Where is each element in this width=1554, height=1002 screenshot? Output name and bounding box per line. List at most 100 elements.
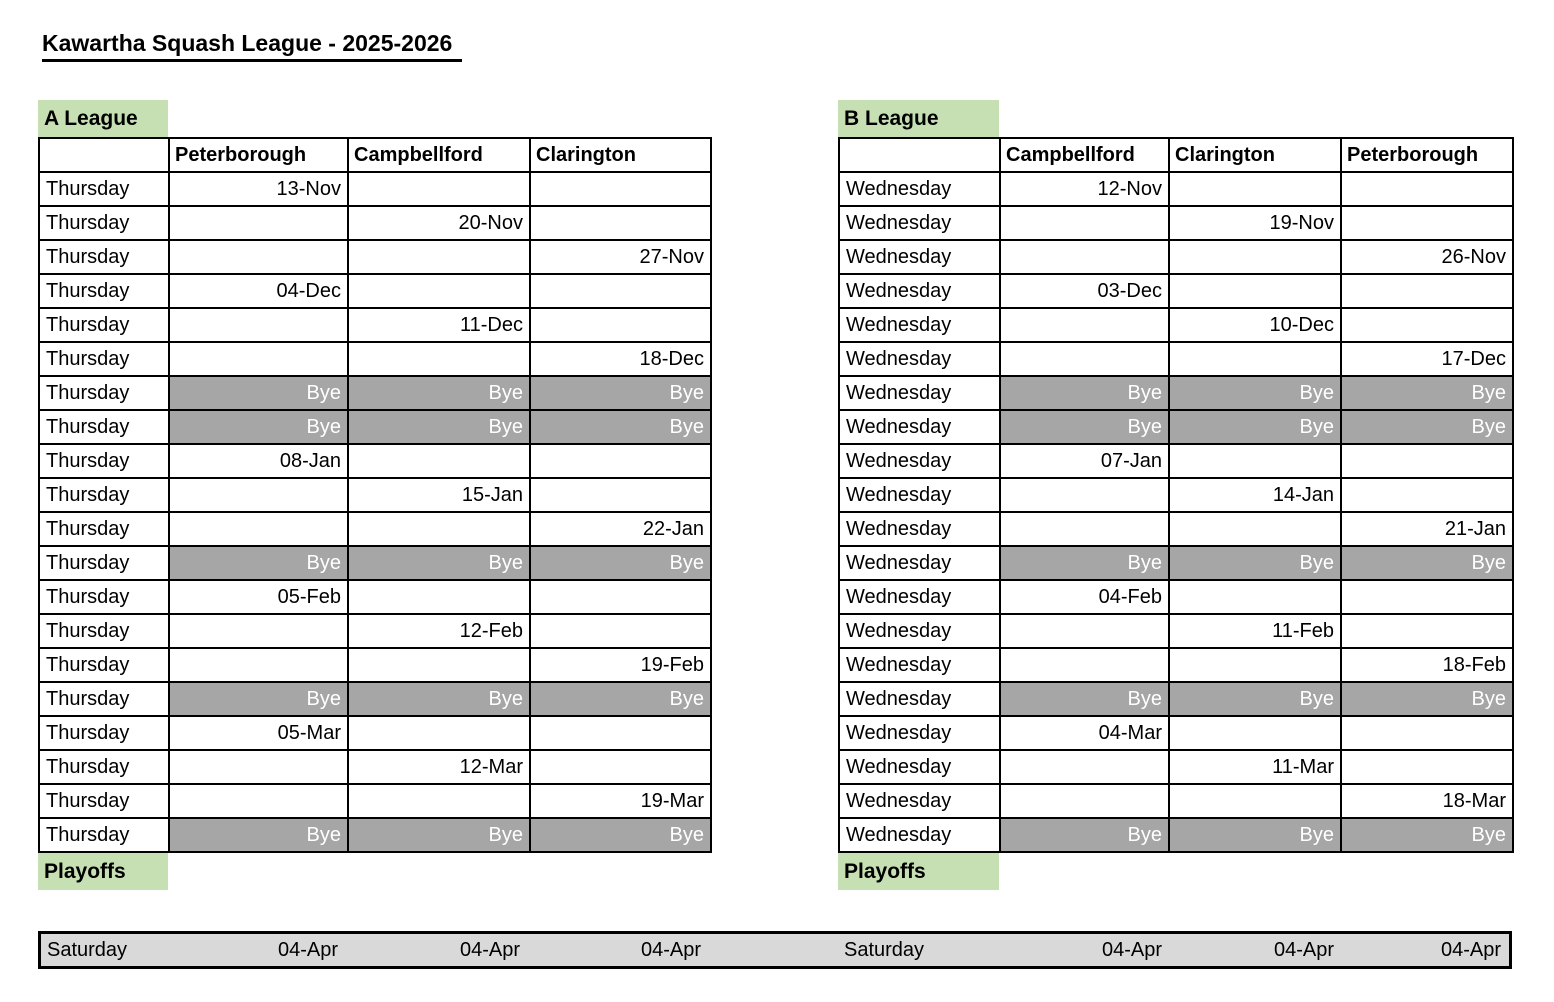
date-cell	[999, 783, 1170, 819]
date-cell	[1168, 579, 1342, 615]
bye-cell: Bye	[1168, 817, 1342, 853]
corner-cell	[838, 137, 1001, 173]
playoff-date-cell: 04-Apr	[1440, 939, 1501, 961]
day-cell: Thursday	[38, 375, 170, 411]
day-cell: Wednesday	[838, 681, 1001, 717]
table-row: Wednesday Bye Bye Bye	[838, 545, 1514, 581]
bye-cell: Bye	[1340, 409, 1514, 445]
table-row: Wednesday 18-Feb	[838, 647, 1514, 683]
date-cell	[168, 341, 349, 377]
table-row: Thursday 11-Dec	[38, 307, 712, 343]
date-cell	[347, 715, 531, 751]
day-cell: Wednesday	[838, 613, 1001, 649]
date-cell: 11-Mar	[1168, 749, 1342, 785]
date-cell	[1340, 477, 1514, 513]
table-row: Wednesday 21-Jan	[838, 511, 1514, 547]
playoff-date-cell: 04-Apr	[277, 939, 338, 961]
date-cell	[1168, 239, 1342, 275]
day-cell: Thursday	[38, 783, 170, 819]
playoffs-label: Playoffs	[38, 853, 168, 890]
date-cell	[168, 613, 349, 649]
day-cell: Thursday	[38, 443, 170, 479]
bye-cell: Bye	[347, 681, 531, 717]
table-row: Wednesday 14-Jan	[838, 477, 1514, 513]
table-row: Thursday 13-Nov	[38, 171, 712, 207]
column-header: Campbellford	[347, 137, 531, 173]
date-cell	[999, 341, 1170, 377]
bye-cell: Bye	[999, 375, 1170, 411]
date-cell: 12-Mar	[347, 749, 531, 785]
date-cell	[168, 307, 349, 343]
date-cell	[168, 239, 349, 275]
playoff-date-cell: 04-Apr	[640, 939, 701, 961]
table-row: Wednesday 12-Nov	[838, 171, 1514, 207]
table-row: Wednesday 10-Dec	[838, 307, 1514, 343]
date-cell	[168, 783, 349, 819]
table-row: Thursday 12-Mar	[38, 749, 712, 785]
date-cell	[1340, 579, 1514, 615]
date-cell	[347, 239, 531, 275]
bye-cell: Bye	[529, 409, 712, 445]
bye-cell: Bye	[168, 817, 349, 853]
table-row: Thursday Bye Bye Bye	[38, 409, 712, 445]
day-cell: Wednesday	[838, 579, 1001, 615]
day-cell: Wednesday	[838, 171, 1001, 207]
day-cell: Wednesday	[838, 783, 1001, 819]
date-cell: 04-Mar	[999, 715, 1170, 751]
day-cell: Thursday	[38, 579, 170, 615]
column-header: Campbellford	[999, 137, 1170, 173]
column-header: Clarington	[529, 137, 712, 173]
date-cell	[1168, 341, 1342, 377]
date-cell: 19-Feb	[529, 647, 712, 683]
table-row: Wednesday 17-Dec	[838, 341, 1514, 377]
date-cell	[529, 579, 712, 615]
day-cell: Thursday	[38, 545, 170, 581]
date-cell: 04-Feb	[999, 579, 1170, 615]
date-cell	[347, 647, 531, 683]
date-cell	[1168, 443, 1342, 479]
date-cell	[347, 579, 531, 615]
bye-cell: Bye	[999, 817, 1170, 853]
date-cell	[347, 443, 531, 479]
day-cell: Thursday	[38, 341, 170, 377]
playoffs-row: Saturday 04-Apr 04-Apr 04-Apr Saturday 0…	[38, 931, 1512, 969]
table-row: Wednesday 18-Mar	[838, 783, 1514, 819]
date-cell	[1168, 715, 1342, 751]
day-cell: Wednesday	[838, 409, 1001, 445]
date-cell	[1168, 171, 1342, 207]
date-cell: 10-Dec	[1168, 307, 1342, 343]
bye-cell: Bye	[1168, 545, 1342, 581]
date-cell	[1340, 307, 1514, 343]
date-cell: 20-Nov	[347, 205, 531, 241]
bye-cell: Bye	[168, 375, 349, 411]
bye-cell: Bye	[1340, 545, 1514, 581]
date-cell: 04-Dec	[168, 273, 349, 309]
day-cell: Thursday	[38, 647, 170, 683]
date-cell	[347, 341, 531, 377]
date-cell	[529, 171, 712, 207]
table-row: Thursday 19-Mar	[38, 783, 712, 819]
table-row: Thursday 05-Feb	[38, 579, 712, 615]
playoff-day-cell: Saturday	[47, 939, 128, 961]
table-row: Wednesday Bye Bye Bye	[838, 681, 1514, 717]
bye-cell: Bye	[1340, 375, 1514, 411]
date-cell: 22-Jan	[529, 511, 712, 547]
date-cell	[1340, 715, 1514, 751]
day-cell: Wednesday	[838, 341, 1001, 377]
playoffs-label: Playoffs	[838, 853, 999, 890]
date-cell	[168, 205, 349, 241]
league-a-table: Peterborough Campbellford Clarington Thu…	[38, 137, 712, 853]
date-cell	[529, 613, 712, 649]
date-cell: 14-Jan	[1168, 477, 1342, 513]
table-row: Wednesday 26-Nov	[838, 239, 1514, 275]
date-cell	[999, 511, 1170, 547]
table-row: Wednesday 07-Jan	[838, 443, 1514, 479]
date-cell	[999, 647, 1170, 683]
bye-cell: Bye	[999, 681, 1170, 717]
date-cell	[999, 477, 1170, 513]
bye-cell: Bye	[999, 545, 1170, 581]
bye-cell: Bye	[999, 409, 1170, 445]
column-header: Peterborough	[1340, 137, 1514, 173]
column-header: Peterborough	[168, 137, 349, 173]
day-cell: Thursday	[38, 171, 170, 207]
